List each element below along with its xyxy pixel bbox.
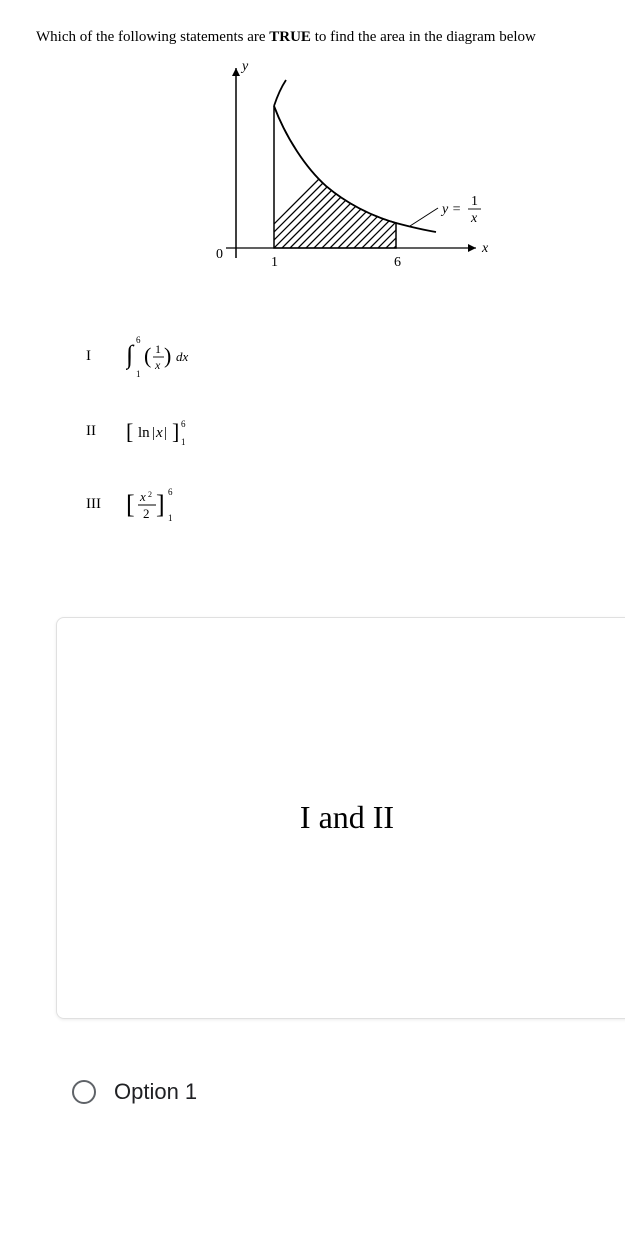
statements-list: I ∫ 6 1 ( 1 x ) dx II [: [86, 333, 625, 527]
option-row-1[interactable]: Option 1: [72, 1079, 625, 1105]
svg-text:2: 2: [143, 506, 150, 521]
statement-label-3: III: [86, 496, 126, 513]
page-root: Which of the following statements are TR…: [0, 0, 625, 1256]
question-leading: Which of the following statements are: [36, 29, 269, 45]
diagram: y x 0 1 6: [156, 58, 496, 293]
svg-text:): ): [164, 343, 171, 368]
svg-text:6: 6: [168, 487, 173, 497]
svg-text:x: x: [155, 425, 163, 441]
statement-row-1: I ∫ 6 1 ( 1 x ) dx: [86, 333, 625, 381]
answer-card: I and II: [56, 617, 625, 1019]
svg-text:dx: dx: [176, 349, 189, 364]
question-text: Which of the following statements are TR…: [36, 28, 625, 48]
question-bold: TRUE: [269, 29, 311, 45]
svg-text:|: |: [164, 425, 167, 441]
statement-row-3: III [ x 2 2 ] 6 1: [86, 483, 625, 527]
statement-math-2: [ ln | x | ] 6 1: [126, 415, 216, 449]
radio-icon[interactable]: [72, 1080, 96, 1104]
curve-label: y = 1 x: [440, 194, 481, 226]
svg-text:∫: ∫: [126, 340, 135, 370]
statement-label-1: I: [86, 348, 126, 365]
svg-text:]: ]: [172, 419, 179, 444]
svg-text:(: (: [144, 343, 151, 368]
tick-a: 1: [271, 255, 278, 270]
svg-text:]: ]: [156, 490, 165, 519]
svg-text:y =: y =: [440, 202, 461, 217]
svg-text:x: x: [139, 489, 146, 504]
svg-text:1: 1: [168, 513, 173, 523]
x-axis-label: x: [481, 241, 489, 256]
y-axis-label: y: [240, 59, 249, 74]
svg-text:2: 2: [148, 490, 152, 499]
statement-math-3: [ x 2 2 ] 6 1: [126, 483, 196, 527]
svg-text:[: [: [126, 419, 133, 444]
svg-text:6: 6: [181, 419, 186, 429]
svg-text:ln: ln: [138, 425, 150, 441]
origin-label: 0: [216, 247, 223, 262]
diagram-svg: y x 0 1 6: [156, 58, 496, 288]
svg-text:1: 1: [155, 342, 161, 356]
statement-label-2: II: [86, 423, 126, 440]
svg-text:1: 1: [181, 437, 186, 447]
question-trailing: to find the area in the diagram below: [311, 29, 536, 45]
answer-text: I and II: [300, 799, 394, 836]
svg-text:6: 6: [136, 335, 141, 345]
statement-row-2: II [ ln | x | ] 6 1: [86, 415, 625, 449]
tick-b: 6: [394, 255, 401, 270]
option-label: Option 1: [114, 1079, 197, 1105]
svg-text:[: [: [126, 490, 135, 519]
svg-text:1: 1: [136, 369, 141, 379]
svg-text:|: |: [152, 425, 155, 441]
svg-text:x: x: [154, 358, 161, 372]
svg-text:x: x: [470, 211, 478, 226]
statement-math-1: ∫ 6 1 ( 1 x ) dx: [126, 333, 206, 381]
svg-text:1: 1: [471, 194, 478, 209]
